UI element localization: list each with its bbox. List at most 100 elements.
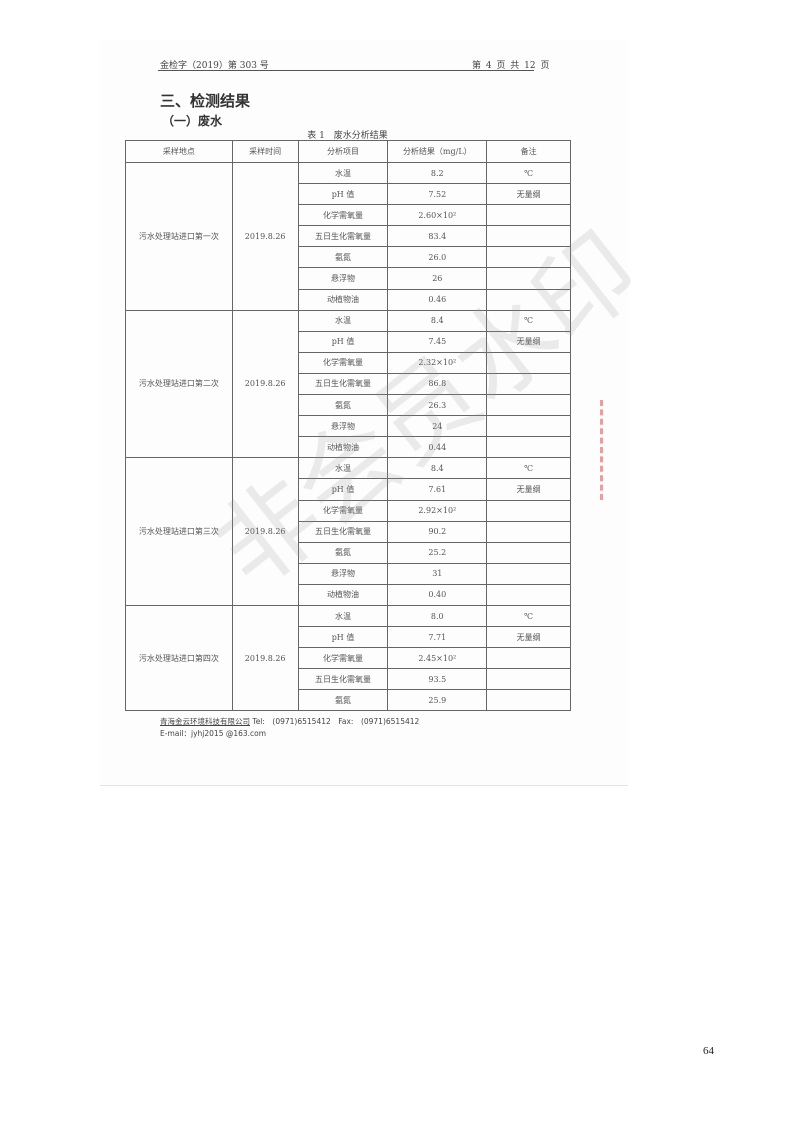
table-row: 污水处理站进口第三次 2019.8.26 水温 8.4 ℃ <box>125 457 571 606</box>
analysis-item-cell: 氨氮 <box>297 541 389 564</box>
sampling-date-cell: 2019.8.26 <box>231 457 299 606</box>
column-header: 采样时间 <box>231 140 299 163</box>
table-row: 悬浮物 26 <box>126 267 571 290</box>
table-row: 污水处理站进口第二次 2019.8.26 水温 8.4 ℃ <box>125 309 571 459</box>
page-info: 第 4 页 共 12 页 <box>472 61 550 71</box>
result-value-cell: 93.5 <box>387 668 488 691</box>
result-value-cell: 0.46 <box>387 288 488 311</box>
remark-cell: ℃ <box>486 604 571 628</box>
sampling-date-cell: 2019.8.26 <box>231 309 299 459</box>
analysis-item-cell: 五日生化需氧量 <box>297 668 389 691</box>
sampling-date-cell: 2019.8.26 <box>231 162 299 311</box>
analysis-item-cell: 氨氮 <box>297 689 389 712</box>
column-header: 分析结果（mg/L） <box>387 140 488 163</box>
remark-cell <box>486 499 571 522</box>
sampling-site-cell: 污水处理站进口第三次 <box>125 457 233 606</box>
remark-cell <box>486 394 571 417</box>
sampling-site-cell: 污水处理站进口第四次 <box>125 604 233 712</box>
result-value-cell: 2.32×10² <box>387 351 488 374</box>
table-row: 五日生化需氧量 86.8 <box>126 372 571 396</box>
analysis-item-cell: 氨氮 <box>297 246 389 269</box>
result-value-cell: 26.0 <box>387 246 488 269</box>
header-rule <box>158 70 534 71</box>
result-value-cell: 86.8 <box>387 372 488 396</box>
column-header: 分析项目 <box>297 140 389 163</box>
analysis-item-cell: pH 值 <box>297 478 389 501</box>
sampling-date-cell: 2019.8.26 <box>231 604 299 712</box>
analysis-item-cell: 水温 <box>297 161 389 185</box>
section-title: 三、检测结果 <box>160 92 251 110</box>
remark-cell <box>486 647 571 670</box>
tel-fax: Tel: (0971)6515412 Fax: (0971)6515412 <box>250 717 420 726</box>
remark-cell: 无量纲 <box>486 183 571 206</box>
document-number: 金检字（2019）第 303 号 <box>160 61 269 71</box>
table-header-row: 采样地点 采样时间 分析项目 分析结果（mg/L） 备注 <box>125 140 571 163</box>
footer-contact: 青海金云环境科技有限公司 Tel: (0971)6515412 Fax: (09… <box>160 716 419 727</box>
remark-cell <box>486 372 571 396</box>
analysis-item-cell: 化学需氧量 <box>297 351 389 374</box>
result-value-cell: 8.2 <box>387 161 488 185</box>
subsection-title: （一）废水 <box>162 114 223 128</box>
sampling-site-cell: 污水处理站进口第一次 <box>125 162 233 311</box>
remark-cell: 无量纲 <box>486 478 571 501</box>
table-row: 化学需氧量 2.45×10² <box>126 647 571 670</box>
remark-cell <box>486 689 571 712</box>
analysis-item-cell: 水温 <box>297 604 389 628</box>
remark-cell <box>486 204 571 227</box>
analysis-item-cell: 五日生化需氧量 <box>297 225 389 248</box>
table-row: 动植物油 0.46 <box>126 288 571 311</box>
remark-cell <box>486 668 571 691</box>
remark-cell <box>486 415 571 438</box>
table-caption: 表 1 废水分析结果 <box>307 131 388 141</box>
result-value-cell: 8.4 <box>387 457 488 480</box>
remark-cell: 无量纲 <box>486 626 571 649</box>
remark-cell <box>486 351 571 374</box>
table-row: 污水处理站进口第一次 2019.8.26 水温 8.2 ℃ <box>125 161 571 311</box>
result-value-cell: 31 <box>387 562 488 585</box>
result-value-cell: 26 <box>387 267 488 290</box>
table-row: 动植物油 0.44 <box>126 436 571 459</box>
analysis-item-cell: 水温 <box>297 309 389 332</box>
result-value-cell: 0.40 <box>387 583 488 606</box>
result-value-cell: 2.92×10² <box>387 499 488 522</box>
result-value-cell: 8.4 <box>387 309 488 332</box>
column-header: 备注 <box>486 140 571 163</box>
remark-cell <box>486 246 571 269</box>
analysis-item-cell: pH 值 <box>297 626 389 649</box>
analysis-item-cell: 化学需氧量 <box>297 499 389 522</box>
page-number: 64 <box>703 1045 714 1057</box>
remark-cell <box>486 288 571 311</box>
result-value-cell: 26.3 <box>387 394 488 417</box>
remark-cell <box>486 436 571 459</box>
analysis-item-cell: pH 值 <box>297 330 389 353</box>
wastewater-results-table: 采样地点 采样时间 分析项目 分析结果（mg/L） 备注 污水处理站进口第一次 2… <box>125 140 571 712</box>
analysis-item-cell: 化学需氧量 <box>297 204 389 227</box>
table-row: 五日生化需氧量 93.5 <box>126 668 571 691</box>
table-row: 五日生化需氧量 90.2 <box>126 520 571 543</box>
analysis-item-cell: 化学需氧量 <box>297 647 389 670</box>
result-value-cell: 8.0 <box>387 604 488 628</box>
result-value-cell: 2.45×10² <box>387 647 488 670</box>
remark-cell: ℃ <box>486 309 571 332</box>
table-row: 五日生化需氧量 83.4 <box>126 225 571 248</box>
remark-cell <box>486 541 571 564</box>
table-row: 氨氮 25.9 <box>126 689 571 712</box>
remark-cell <box>486 583 571 606</box>
sampling-site-cell: 污水处理站进口第二次 <box>125 309 233 459</box>
result-value-cell: 0.44 <box>387 436 488 459</box>
result-value-cell: 24 <box>387 415 488 438</box>
analysis-item-cell: 水温 <box>297 457 389 480</box>
table-row: 氨氮 26.3 <box>126 394 571 417</box>
table-row: pH 值 7.61 无量纲 <box>126 478 571 501</box>
analysis-item-cell: pH 值 <box>297 183 389 206</box>
red-stamp-fragment <box>600 400 615 500</box>
analysis-item-cell: 动植物油 <box>297 583 389 606</box>
result-value-cell: 7.52 <box>387 183 488 206</box>
result-value-cell: 25.2 <box>387 541 488 564</box>
remark-cell: 无量纲 <box>486 330 571 353</box>
result-value-cell: 25.9 <box>387 689 488 712</box>
remark-cell <box>486 562 571 585</box>
remark-cell: ℃ <box>486 161 571 185</box>
result-value-cell: 7.45 <box>387 330 488 353</box>
result-value-cell: 83.4 <box>387 225 488 248</box>
